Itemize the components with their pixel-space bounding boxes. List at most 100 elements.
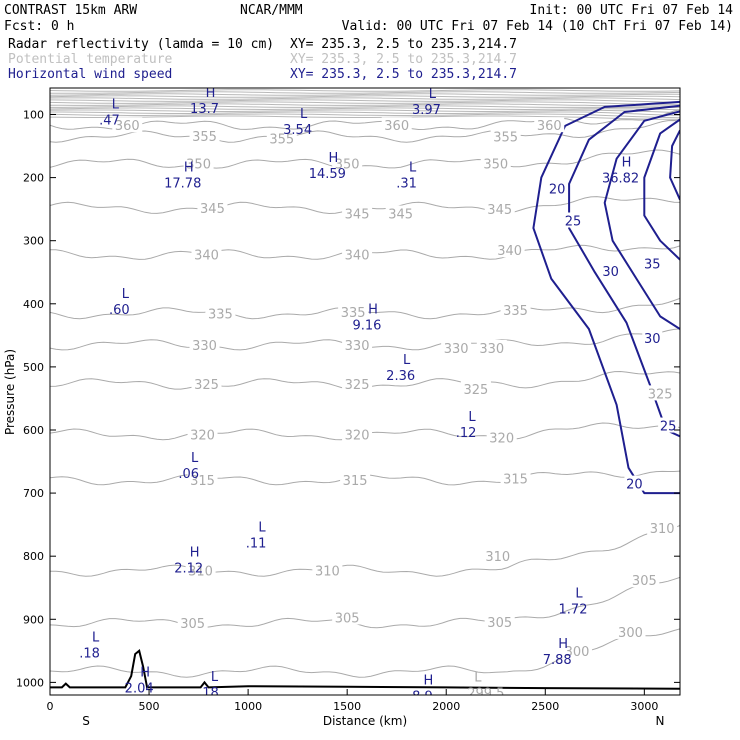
theta-contour-upper	[50, 111, 680, 116]
wind-extremum-value: 3.97	[412, 103, 441, 118]
wind-extremum-type: L	[122, 287, 130, 302]
theta-contour-upper	[50, 109, 680, 114]
field-name-theta: Potential temperature	[8, 52, 173, 67]
wind-extremum-value: 2.36	[386, 369, 415, 384]
theta-contour-upper	[50, 97, 680, 101]
wind-label-bg	[642, 255, 663, 271]
y-tick-label: 900	[23, 613, 44, 626]
field-xy-wind: XY= 235.3, 2.5 to 235.3,214.7	[290, 67, 517, 82]
wind-extremum-value: 14.59	[309, 167, 346, 182]
wind-extremum-type: L	[112, 98, 120, 113]
valid-time: Valid: 00 UTC Fri 07 Feb 14 (10 ChT Fri …	[342, 19, 733, 34]
theta-label-bg	[500, 470, 531, 486]
wind-extremum-value: .18	[79, 647, 100, 662]
wind-contour	[568, 104, 680, 438]
theta-contour-label: 330	[444, 342, 469, 357]
theta-contour-upper	[50, 107, 680, 111]
y-tick-label: 200	[23, 172, 44, 185]
x-tick-label: 0	[47, 700, 54, 713]
y-axis-label: Pressure (hPa)	[3, 349, 17, 435]
theta-label-bg	[647, 519, 678, 535]
wind-extremum-type: H	[424, 674, 434, 689]
theta-contour-label: 355	[269, 132, 294, 147]
wind-extremum-type: L	[191, 451, 199, 466]
theta-contour	[50, 576, 680, 629]
theta-label-bg	[342, 246, 373, 262]
theta-label-bg	[191, 246, 222, 262]
wind-extremum-type: L	[258, 520, 266, 535]
wind-extremum-type: H	[328, 151, 338, 166]
wind-extremum-type: L	[468, 410, 476, 425]
theta-contour-label: 300	[565, 645, 590, 660]
wind-label-bg	[658, 417, 679, 433]
wind-contour	[669, 129, 680, 201]
model-title: CONTRAST 15km ARW	[4, 3, 137, 18]
wind-extremum-value: 2.12	[174, 561, 203, 576]
theta-label-bg	[197, 199, 228, 215]
theta-contour-label: 360	[115, 119, 140, 134]
wind-contour	[603, 110, 680, 330]
theta-extremum-type: L	[474, 671, 482, 686]
x-end-label-south: S	[82, 714, 90, 728]
y-tick-label: 500	[23, 361, 44, 374]
theta-label-bg	[191, 375, 222, 391]
theta-label-bg	[177, 615, 208, 631]
wind-label-bg	[642, 329, 663, 345]
y-tick-label: 800	[23, 550, 44, 563]
theta-label-bg	[266, 130, 297, 146]
wind-label-bg	[563, 212, 584, 228]
y-tick-label: 700	[23, 487, 44, 500]
init-time: Init: 00 UTC Fri 07 Feb 14	[530, 3, 734, 18]
wind-extremum-type: L	[575, 587, 583, 602]
x-tick-label: 2500	[531, 700, 559, 713]
theta-label-bg	[460, 380, 491, 396]
wind-extremum-type: H	[184, 161, 194, 176]
theta-label-bg	[205, 305, 236, 321]
wind-extremum-value: .11	[246, 536, 267, 551]
theta-contour-label: 345	[487, 203, 512, 218]
theta-contour-label: 315	[343, 474, 368, 489]
x-tick-label: 1500	[333, 700, 361, 713]
theta-contour-upper	[50, 105, 680, 108]
theta-contour-label: 330	[192, 339, 217, 354]
theta-label-bg	[183, 155, 214, 171]
theta-contour	[50, 119, 680, 143]
plot-frame	[49, 87, 681, 696]
theta-label-bg	[490, 128, 521, 144]
theta-label-bg	[494, 242, 525, 258]
wind-extremum-type: L	[429, 87, 437, 102]
wind-contour-label: 20	[549, 182, 566, 197]
theta-contour-label: 340	[497, 244, 522, 259]
wind-contour	[643, 118, 680, 261]
theta-label-bg	[340, 471, 371, 487]
theta-contour-label: 325	[464, 383, 489, 398]
theta-label-bg	[189, 336, 220, 352]
wind-label-bg	[600, 262, 621, 278]
theta-label-bg	[312, 562, 343, 578]
theta-label-bg	[332, 155, 363, 171]
theta-contour-upper	[50, 93, 680, 96]
wind-extremum-value: .60	[109, 303, 130, 318]
theta-contour-label: 320	[190, 428, 215, 443]
theta-contour-label: 310	[188, 565, 213, 580]
theta-label-bg	[112, 117, 143, 133]
theta-label-bg	[441, 339, 472, 355]
theta-label-bg	[189, 127, 220, 143]
theta-contour-label: 325	[194, 378, 219, 393]
theta-contour-upper	[50, 115, 680, 120]
theta-label-bg	[187, 471, 218, 487]
theta-label-bg	[342, 336, 373, 352]
theta-contour-label: 355	[192, 130, 217, 145]
theta-contour-upper	[50, 103, 680, 107]
theta-contour-label: 310	[485, 550, 510, 565]
wind-extremum-value: 36.82	[602, 172, 639, 187]
y-tick-label: 1000	[16, 676, 44, 689]
theta-label-bg	[332, 609, 363, 625]
theta-contour-label: 360	[384, 119, 409, 134]
theta-contour-upper	[50, 95, 680, 98]
theta-extremum-value: 299.5	[467, 687, 504, 702]
wind-extremum-value: 8.9	[412, 690, 433, 705]
theta-label-bg	[342, 375, 373, 391]
x-axis-label: Distance (km)	[323, 714, 407, 728]
